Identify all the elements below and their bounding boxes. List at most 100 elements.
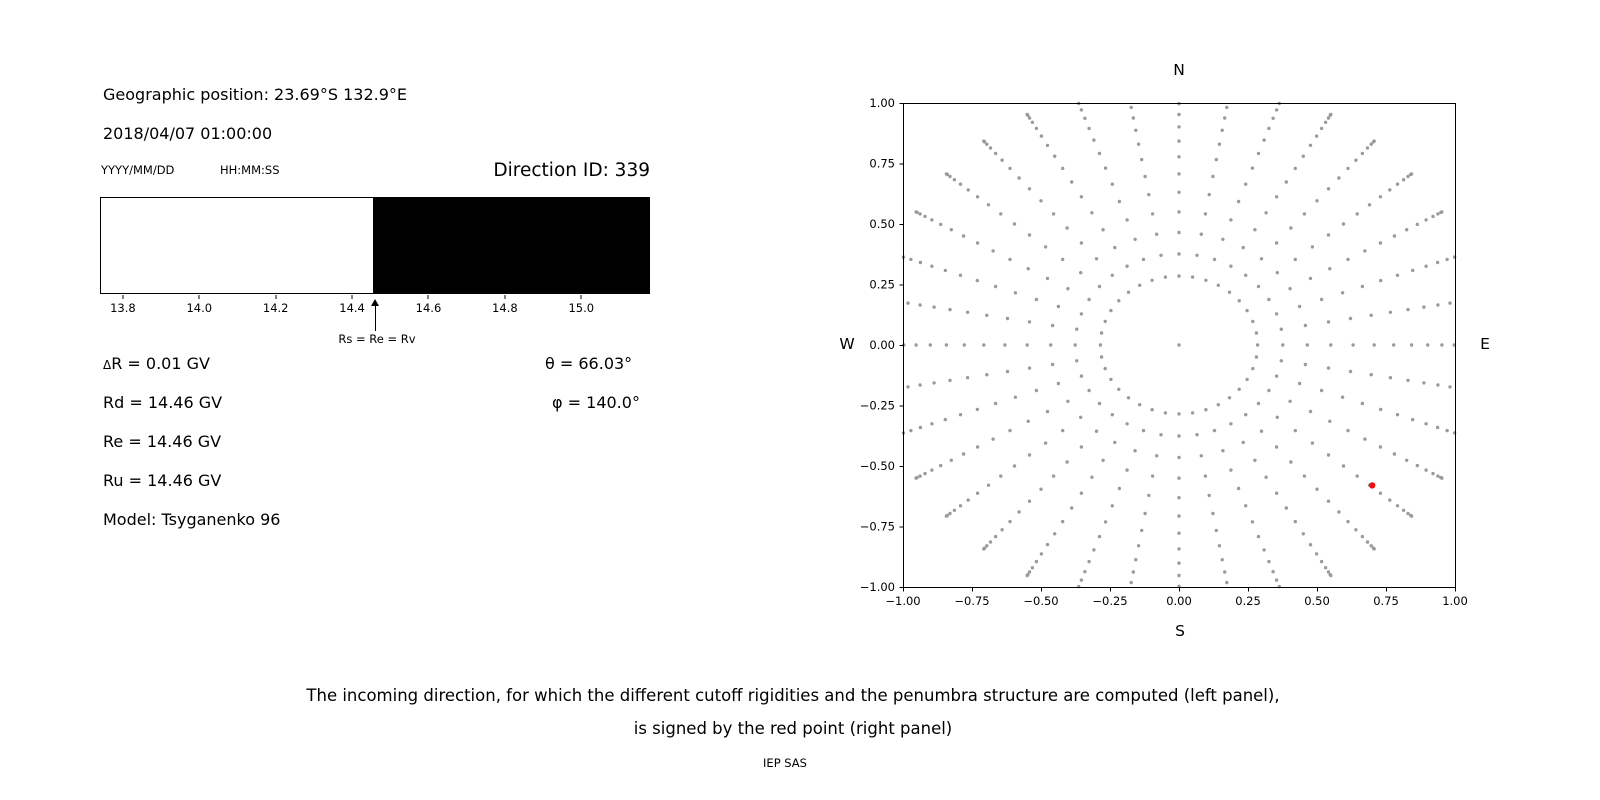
direction-dot	[1395, 413, 1400, 417]
direction-dot	[1138, 283, 1142, 287]
ru-value: Ru = 14.46 GV	[103, 471, 222, 490]
direction-dot	[1216, 283, 1220, 287]
x-tick-label: −1.00	[885, 594, 920, 608]
direction-dot	[1388, 376, 1393, 380]
direction-dot	[1027, 116, 1032, 120]
direction-dot	[1328, 267, 1332, 271]
direction-dot	[1030, 120, 1035, 125]
direction-dot	[1113, 440, 1117, 445]
direction-dot	[1326, 499, 1331, 503]
direction-dot	[1264, 211, 1268, 215]
x-tick-label: 0.50	[1304, 594, 1330, 608]
direction-dot	[1274, 108, 1279, 112]
direction-dot	[1363, 437, 1367, 441]
direction-dot	[982, 343, 986, 347]
direction-dot	[1199, 454, 1203, 458]
direction-dot	[918, 212, 922, 216]
direction-dot	[1303, 362, 1308, 367]
direction-dot	[1045, 542, 1050, 547]
direction-dot	[1110, 413, 1114, 417]
direction-dot	[1214, 528, 1218, 533]
direction-dot	[944, 514, 949, 518]
direction-dot	[1315, 199, 1319, 203]
direction-dot	[1131, 570, 1135, 574]
date-format-hint: YYYY/MM/DD	[101, 163, 175, 177]
direction-dot	[918, 303, 922, 307]
direction-dot	[1177, 514, 1181, 518]
direction-dot	[1101, 228, 1105, 232]
direction-dot	[1435, 260, 1440, 265]
direction-dot	[1369, 142, 1373, 146]
direction-dot	[1297, 381, 1302, 386]
datetime: 2018/04/07 01:00:00	[103, 124, 273, 143]
direction-dot	[1274, 445, 1279, 449]
direction-dot	[1143, 511, 1147, 516]
direction-dot	[1229, 264, 1233, 268]
direction-dot	[1436, 383, 1440, 387]
direction-dot	[939, 222, 943, 227]
direction-dot	[1274, 195, 1279, 199]
direction-dot	[1030, 566, 1035, 570]
penumbra-arrow-label: Rs = Re = Rv	[338, 332, 416, 346]
direction-dot	[1369, 544, 1373, 548]
direction-dot	[1436, 212, 1440, 216]
direction-dot	[1422, 305, 1426, 309]
direction-dot	[1125, 468, 1129, 472]
direction-dot	[909, 257, 913, 262]
direction-dot	[1079, 374, 1084, 378]
direction-dot	[1097, 401, 1102, 406]
direction-dot	[1424, 218, 1428, 222]
direction-dot	[1177, 125, 1181, 129]
direction-dot	[1203, 474, 1208, 478]
direction-dot	[1406, 378, 1410, 383]
direction-dot	[1117, 387, 1121, 391]
direction-dot	[1395, 504, 1400, 508]
x-tick-label: −0.75	[954, 594, 989, 608]
x-tick-label: 14.2	[262, 301, 289, 315]
direction-dot	[1075, 327, 1079, 331]
direction-dot	[1204, 278, 1208, 282]
direction-dot	[1207, 493, 1211, 498]
direction-dot	[985, 142, 989, 146]
direction-dot	[1289, 460, 1293, 464]
direction-dot	[1308, 543, 1313, 547]
direction-dot	[1163, 411, 1168, 415]
direction-dot	[1056, 304, 1061, 309]
direction-dot	[1155, 232, 1159, 236]
direction-dot	[1150, 408, 1154, 412]
direction-dot	[1448, 385, 1452, 389]
direction-dot	[1079, 108, 1084, 112]
direction-dot	[1045, 276, 1050, 281]
direction-dot	[932, 381, 936, 385]
direction-dot	[1177, 412, 1181, 416]
direction-dot	[993, 401, 998, 406]
direction-dot	[985, 544, 989, 548]
direction-dot	[1348, 316, 1353, 321]
direction-dot	[1253, 228, 1257, 232]
direction-dot	[1288, 287, 1292, 291]
direction-dot	[1308, 143, 1313, 147]
direction-dot	[1379, 278, 1383, 283]
direction-dot	[1079, 491, 1084, 495]
direction-dot	[1045, 409, 1050, 414]
direction-dot	[1083, 116, 1087, 121]
direction-dot	[1133, 237, 1137, 241]
penumbra-axis: 13.8 14.0 14.2 14.4 14.6 14.8 15.0	[100, 295, 650, 321]
direction-dot	[1448, 301, 1452, 305]
direction-dot	[1079, 415, 1083, 419]
direction-dot	[1392, 452, 1397, 456]
direction-dot	[1346, 519, 1350, 524]
direction-dot	[1008, 519, 1012, 524]
y-tick-label: −0.75	[860, 520, 895, 534]
direction-dot	[1177, 573, 1181, 578]
direction-dot	[1013, 395, 1018, 399]
direction-dot	[1440, 476, 1444, 480]
direction-dot	[1241, 440, 1245, 445]
x-tick-mark	[351, 295, 353, 299]
direction-dot	[1083, 570, 1087, 574]
direction-dot	[1177, 155, 1181, 159]
direction-dot	[1284, 506, 1288, 510]
direction-dot	[1109, 308, 1113, 313]
direction-dot	[1061, 257, 1065, 262]
direction-dot	[1203, 212, 1208, 216]
